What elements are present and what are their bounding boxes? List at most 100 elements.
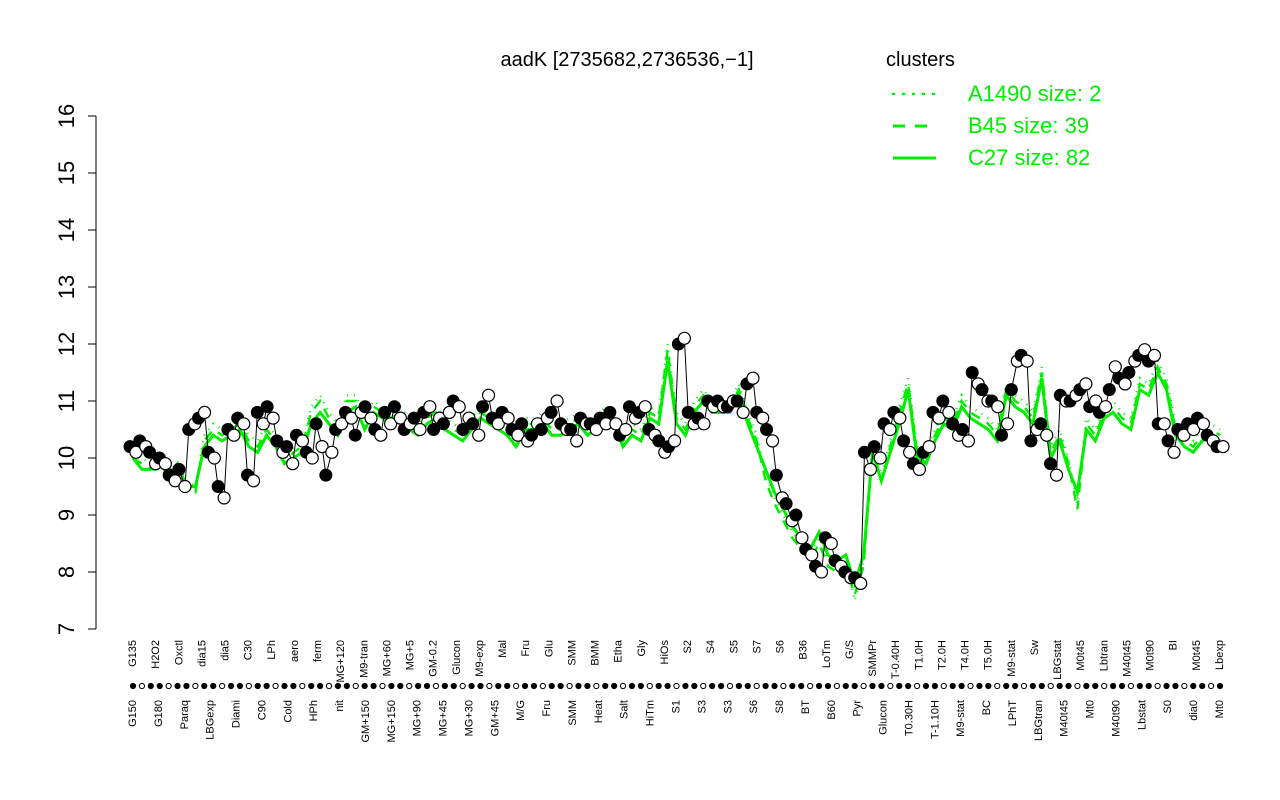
data-point-filled xyxy=(730,394,744,408)
x-tick-mark xyxy=(744,682,751,690)
x-tick-label-bottom: S6 xyxy=(748,700,760,713)
x-tick-label-bottom: LPhT xyxy=(1007,700,1019,727)
x-tick-mark xyxy=(584,682,591,690)
x-tick-mark xyxy=(183,682,190,690)
data-point-filled xyxy=(1102,383,1116,397)
data-point-open xyxy=(129,445,143,459)
x-tick-mark xyxy=(1038,682,1045,690)
data-point-open xyxy=(1089,394,1103,408)
x-tick-mark xyxy=(557,682,564,690)
x-tick-label-bottom: Lbstat xyxy=(1136,700,1148,730)
data-point-filled xyxy=(936,394,950,408)
y-tick-label: 13 xyxy=(54,275,79,299)
x-tick-label-top: M0t90 xyxy=(1145,640,1157,671)
x-tick-mark xyxy=(1056,682,1063,690)
x-tick-mark xyxy=(281,682,288,690)
x-tick-mark xyxy=(869,682,876,690)
data-point-open xyxy=(315,440,329,454)
data-point-open xyxy=(158,457,172,471)
x-tick-mark xyxy=(1154,682,1161,690)
data-point-open xyxy=(1079,377,1093,391)
data-point-filled xyxy=(436,417,450,431)
x-tick-label-bottom: BC xyxy=(981,700,993,715)
data-point-filled xyxy=(622,400,636,414)
x-tick-mark xyxy=(611,682,618,690)
x-tick-label-bottom: Diami xyxy=(231,700,243,728)
data-point-filled xyxy=(270,434,284,448)
x-tick-label-top: HiOs xyxy=(659,640,671,665)
x-tick-mark xyxy=(1065,682,1072,690)
x-tick-mark xyxy=(317,682,324,690)
x-tick-mark xyxy=(815,682,823,690)
y-tick-label: 9 xyxy=(54,509,79,521)
x-tick-label-top: Oxctl xyxy=(173,640,185,665)
data-point-filled xyxy=(867,440,881,454)
y-tick-label: 7 xyxy=(54,623,79,635)
data-point-open xyxy=(805,548,819,562)
x-tick-label-top: LBGstat xyxy=(1052,640,1064,680)
x-tick-label-bottom: Fru xyxy=(541,700,553,717)
x-tick-mark xyxy=(548,682,555,690)
data-point-filled xyxy=(515,417,529,431)
x-tick-mark xyxy=(833,682,840,690)
x-tick-mark xyxy=(789,682,796,690)
legend-entries: A1490 size: 2 B45 size: 39 C27 size: 82 xyxy=(891,81,1101,170)
x-tick-label-top: ferm xyxy=(312,640,324,662)
data-point-open xyxy=(619,422,633,437)
x-tick-label-top: Lbtran xyxy=(1098,640,1110,671)
x-tick-label-top: M40t45 xyxy=(1121,640,1133,677)
chart-title: aadK [2735682,2736536,−1] xyxy=(500,49,753,71)
data-point-open xyxy=(746,371,760,385)
x-tick-label-bottom: B60 xyxy=(826,700,838,720)
data-point-open xyxy=(344,411,359,425)
x-tick-label-top: B36 xyxy=(798,640,810,660)
x-tick-mark xyxy=(1190,682,1197,690)
x-tick-mark xyxy=(486,682,493,690)
x-tick-mark xyxy=(530,682,538,690)
x-tick-label-top: Glu xyxy=(543,640,555,657)
legend-entry-label: B45 size: 39 xyxy=(968,113,1089,138)
x-tick-label-top: Etha xyxy=(613,639,625,663)
x-tick-mark xyxy=(940,682,947,690)
data-point-open xyxy=(893,411,907,425)
x-tick-mark xyxy=(218,682,226,690)
x-tick-mark xyxy=(129,682,137,690)
x-tick-mark xyxy=(637,682,644,690)
data-point-open xyxy=(765,434,780,448)
x-tick-mark xyxy=(1127,682,1135,690)
data-point-open xyxy=(501,411,515,425)
data-point-open xyxy=(942,405,956,419)
x-tick-label-top: Glucon xyxy=(451,640,463,675)
x-tick-mark xyxy=(406,682,413,690)
x-tick-mark xyxy=(878,682,885,690)
x-tick-label-top: MG+60 xyxy=(381,640,393,676)
x-tick-mark xyxy=(1118,682,1126,690)
data-point-open xyxy=(1147,348,1162,362)
x-tick-label-top: M0t45 xyxy=(1191,640,1203,671)
data-point-open xyxy=(883,422,897,437)
x-tick-label-top: T4.0H xyxy=(960,640,972,670)
data-point-open xyxy=(854,576,868,591)
x-tick-mark xyxy=(1172,682,1179,690)
legend: clusters A1490 size: 2 B45 size: 39 C27 si… xyxy=(886,49,1101,170)
x-tick-mark xyxy=(709,682,716,690)
data-point-open xyxy=(814,565,829,579)
x-tick-label-bottom: S0 xyxy=(1162,700,1174,713)
y-tick-label: 11 xyxy=(54,390,79,413)
x-tick-mark xyxy=(1136,682,1143,690)
x-tick-mark xyxy=(646,682,653,690)
x-tick-label-bottom: Salt xyxy=(619,700,631,719)
x-tick-label-top: H2O2 xyxy=(150,640,162,669)
x-tick-mark xyxy=(192,682,199,690)
legend-entry-label: C27 size: 82 xyxy=(968,145,1090,170)
x-axis: G135 H2O2 Oxctl dia15 dia5 C30 LPh aero ferm MG+1… xyxy=(127,639,1226,742)
x-tick-mark xyxy=(566,682,573,690)
x-tick-label-bottom: M9-stat xyxy=(955,700,967,737)
data-point-open xyxy=(256,417,270,431)
x-tick-mark xyxy=(441,682,448,690)
x-tick-label-top: T5.0H xyxy=(983,640,995,670)
data-point-open xyxy=(442,405,456,419)
x-tick-label-top: S6 xyxy=(775,640,787,653)
x-tick-label-bottom: MG+45 xyxy=(438,700,450,736)
